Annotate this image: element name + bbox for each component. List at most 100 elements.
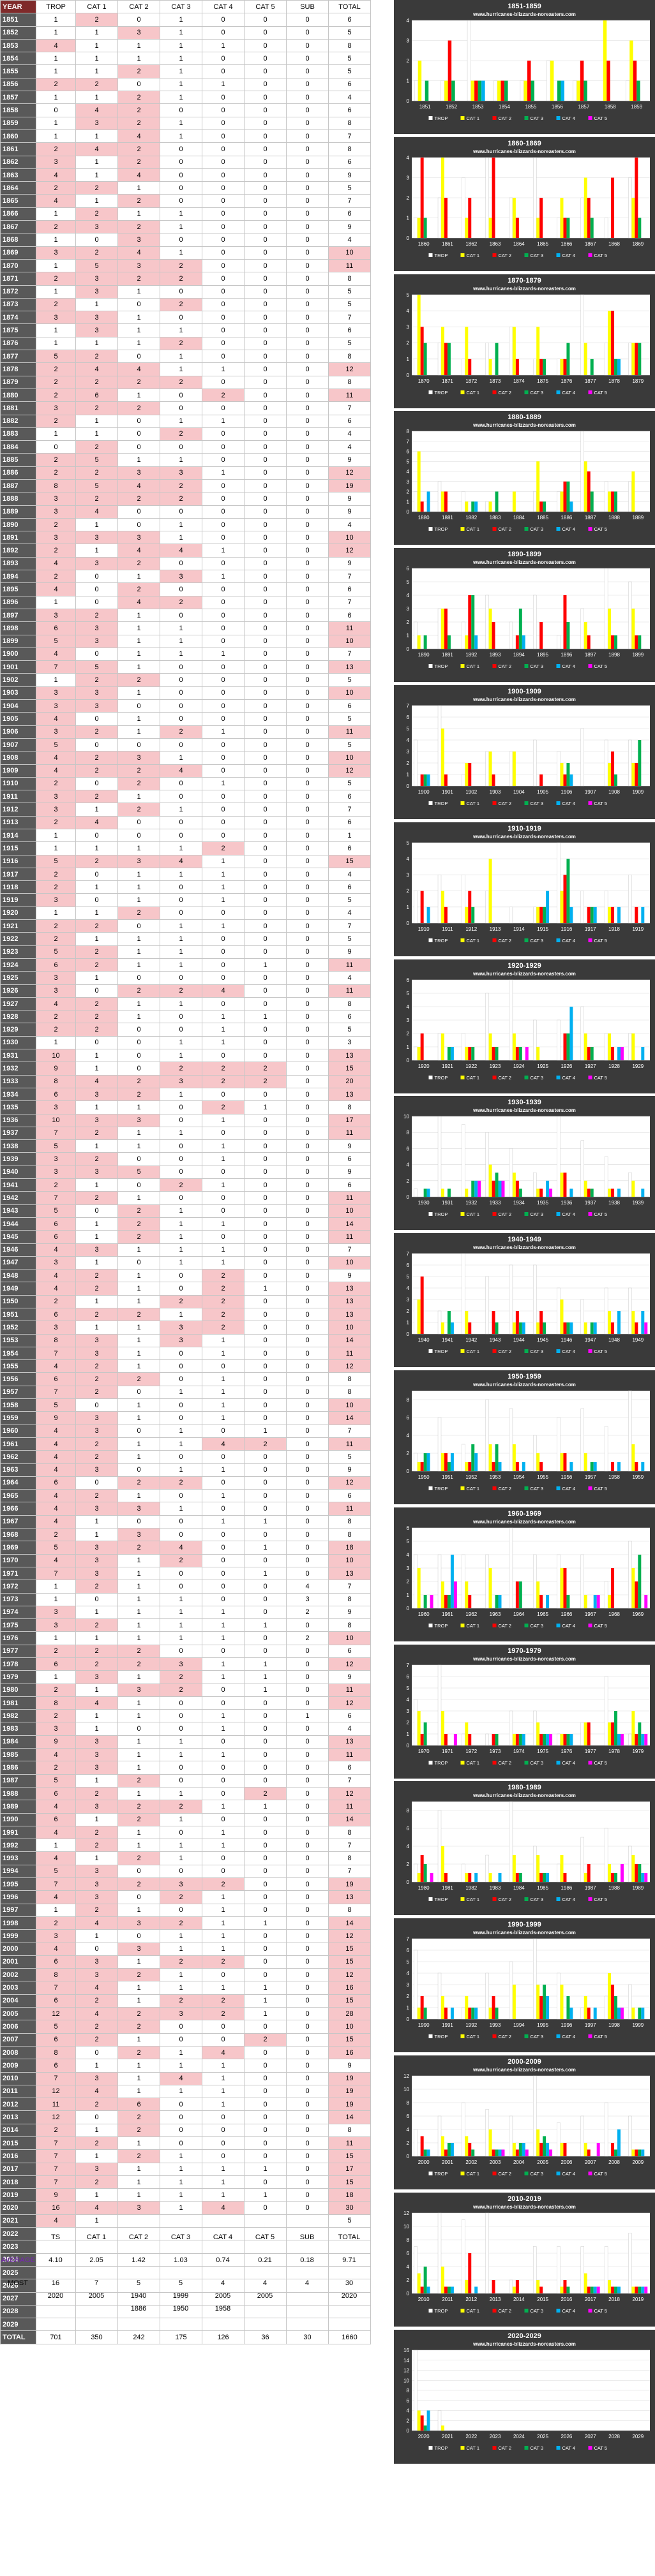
count-cell: 2 xyxy=(160,272,202,286)
legend-label: CAT 1 xyxy=(467,1623,480,1629)
bar-cat-3 xyxy=(638,740,642,786)
count-cell: 1 xyxy=(244,2162,287,2176)
x-tick-label: 2012 xyxy=(465,2297,477,2302)
count-cell: 0 xyxy=(202,297,245,312)
count-cell: 0 xyxy=(75,647,118,662)
count-cell: 1 xyxy=(160,129,202,144)
count-cell: 0 xyxy=(286,1411,329,1425)
year-cell: 1864 xyxy=(0,181,36,195)
bar-cat-3 xyxy=(614,491,618,512)
year-cell: 2015 xyxy=(0,2136,36,2150)
decade-chart: 2010-2019 www.hurricanes-blizzards-noreas… xyxy=(394,2192,655,2327)
count-cell: 1 xyxy=(286,1709,329,1723)
bar-cat-4 xyxy=(569,1733,573,1745)
count-cell: 7 xyxy=(36,1566,76,1581)
count-cell: 1 xyxy=(202,880,245,894)
bar-cat-2 xyxy=(492,1311,495,1335)
x-tick-label: 1975 xyxy=(537,1749,548,1754)
count-cell: 2 xyxy=(160,984,202,998)
count-cell: 0 xyxy=(286,297,329,312)
count-cell: 1 xyxy=(244,1916,287,1930)
bar-trop xyxy=(440,80,445,101)
bar-trop xyxy=(628,177,632,238)
count-cell: 0 xyxy=(202,517,245,532)
count-cell: 0 xyxy=(160,2098,202,2112)
spacer-cell xyxy=(371,1619,395,1632)
count-cell: 6 xyxy=(328,414,371,428)
y-tick-label: 8 xyxy=(407,2237,410,2243)
y-tick-label: 2 xyxy=(407,1451,410,1456)
table-row: 1866 1 2 1 1 0 0 0 6 xyxy=(0,207,395,221)
bar-cat-1 xyxy=(631,1033,635,1060)
table-row: 1969 5 3 2 4 0 1 0 18 xyxy=(0,1541,395,1555)
legend-swatch xyxy=(428,1075,433,1079)
count-cell: 0 xyxy=(202,1450,245,1464)
bar-cat-5 xyxy=(478,1181,481,1197)
bar-trop xyxy=(533,1710,537,1745)
count-cell: 4 xyxy=(36,1243,76,1257)
bar-cat-1 xyxy=(488,751,492,786)
bar-trop xyxy=(414,739,418,787)
count-cell: 0 xyxy=(202,958,245,972)
bar-trop xyxy=(437,1417,442,1472)
count-cell: 1 xyxy=(117,1346,160,1361)
y-tick-label: 1 xyxy=(407,1592,410,1598)
count-cell: 0 xyxy=(202,2123,245,2137)
table-row: 1952 3 1 1 3 2 0 0 10 xyxy=(0,1321,395,1335)
x-tick-label: 1907 xyxy=(585,789,596,795)
legend-label: TROP xyxy=(435,253,448,258)
year-cell: 1904 xyxy=(0,699,36,713)
count-cell: 4 xyxy=(36,1942,76,1956)
bar-cat-2 xyxy=(635,635,638,649)
legend-label: CAT 2 xyxy=(499,390,512,396)
count-cell: 1 xyxy=(75,1100,118,1114)
spacer-cell xyxy=(371,531,395,544)
bar-cat-1 xyxy=(631,2286,635,2293)
bar-cat-1 xyxy=(488,501,492,512)
count-cell: 0 xyxy=(244,168,287,182)
count-cell: 0 xyxy=(202,401,245,415)
count-cell xyxy=(286,2318,329,2332)
table-row: 2028 xyxy=(0,2304,395,2319)
legend-label: TROP xyxy=(435,938,448,944)
count-cell: 0 xyxy=(244,1294,287,1308)
count-cell: 14 xyxy=(328,1812,371,1826)
spacer-cell xyxy=(371,259,395,272)
y-tick-label: 4 xyxy=(407,1285,410,1291)
table-row: 1973 1 0 1 1 0 0 3 8 xyxy=(0,1592,395,1606)
count-cell: 0 xyxy=(286,815,329,830)
table-row: 1946 4 3 1 1 1 0 0 7 xyxy=(0,1243,395,1257)
count-cell: 1 xyxy=(117,893,160,907)
bar-cat-3 xyxy=(543,2136,546,2156)
year-cell: 2005 xyxy=(0,2007,36,2021)
count-cell: 10 xyxy=(328,2020,371,2034)
bar-cat-1 xyxy=(560,1855,564,1883)
count-cell: 1 xyxy=(75,1217,118,1231)
bar-cat-2 xyxy=(563,1322,567,1335)
count-cell: 0 xyxy=(202,906,245,921)
year-cell: 1944 xyxy=(0,1217,36,1231)
year-cell: 1907 xyxy=(0,737,36,752)
bar-cat-3 xyxy=(583,80,587,101)
bar-cat-1 xyxy=(417,1462,421,1471)
count-cell: 6 xyxy=(36,1994,76,2008)
bar-cat-1 xyxy=(488,218,492,238)
count-cell: 0 xyxy=(117,1929,160,1943)
table-row: 1920 1 1 2 0 0 0 0 4 xyxy=(0,906,395,921)
bar-cat-2 xyxy=(539,1733,543,1745)
count-cell: 1 xyxy=(202,38,245,53)
count-cell: 0 xyxy=(244,194,287,208)
count-cell: 14 xyxy=(328,1916,371,1930)
count-cell: 6 xyxy=(36,1372,76,1386)
year-cell: 1955 xyxy=(0,1359,36,1373)
bar-cat-4 xyxy=(498,1873,502,1883)
count-cell: 3 xyxy=(286,1592,329,1606)
count-cell: 1 xyxy=(160,52,202,66)
bar-cat-1 xyxy=(512,2286,516,2293)
count-cell: 0 xyxy=(244,1644,287,1659)
count-cell: 0 xyxy=(286,1553,329,1567)
year-cell: 2013 xyxy=(0,2110,36,2124)
bar-cat-3 xyxy=(471,2149,475,2156)
summary-cell: CAT 3 xyxy=(170,2233,191,2242)
plot-area xyxy=(412,1391,650,1471)
